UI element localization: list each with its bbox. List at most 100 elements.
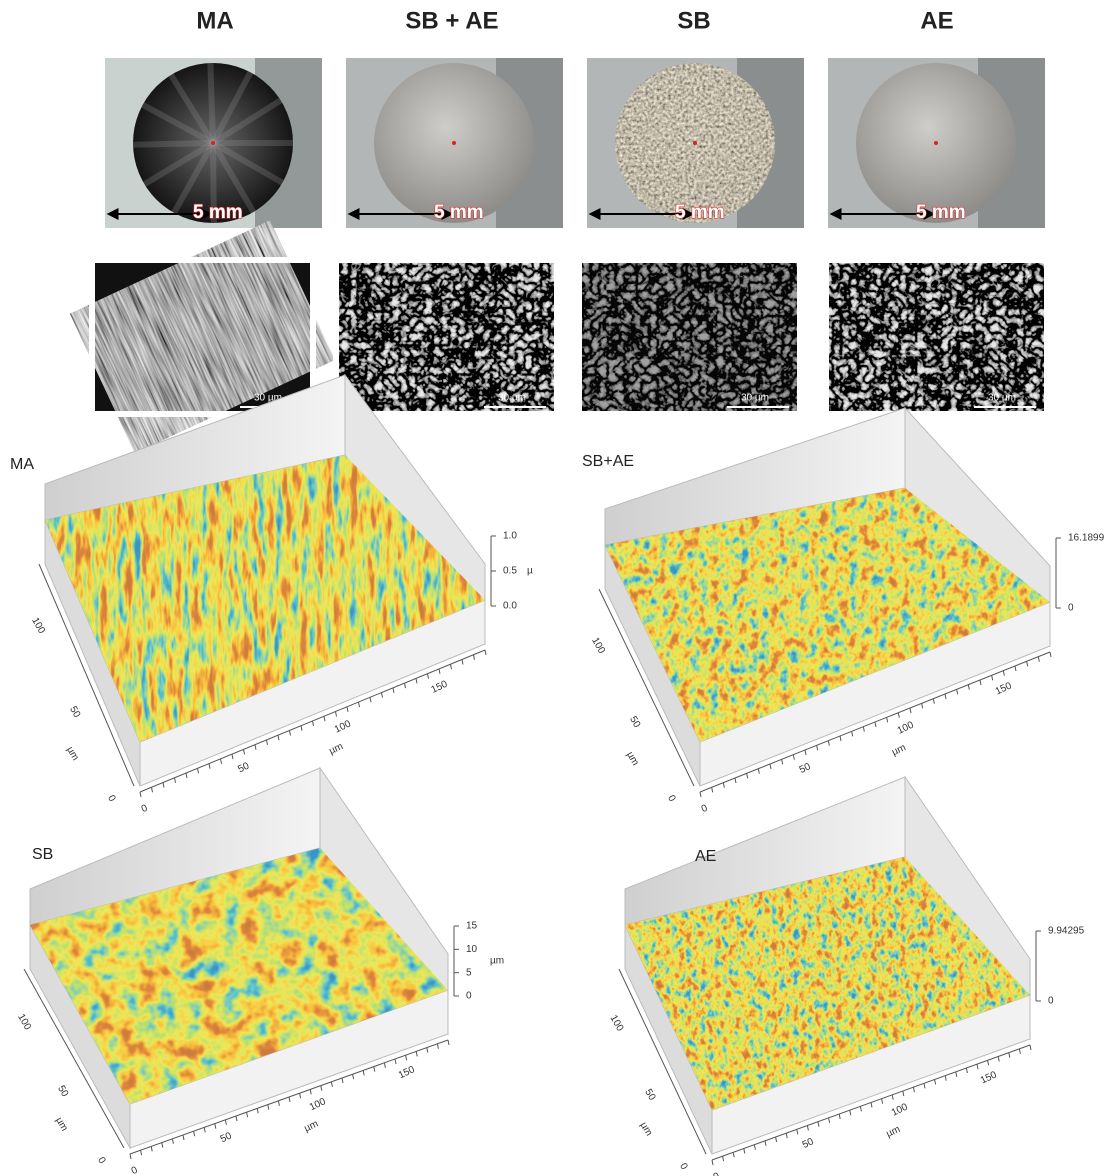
z-tick-label: 5	[466, 967, 472, 978]
x-tick	[797, 1129, 798, 1134]
center-mark	[934, 141, 938, 145]
sample-photo: 5 mm	[828, 58, 1045, 228]
x-tick	[244, 749, 245, 754]
x-tick	[818, 1122, 819, 1127]
x-tick	[448, 1040, 449, 1045]
plot-title: AE	[695, 848, 716, 865]
x-tick	[1009, 1053, 1010, 1058]
x-tick	[956, 1072, 957, 1077]
z-tick-label: 16.1899	[1068, 533, 1105, 544]
x-tick	[723, 783, 724, 788]
x-tick	[887, 717, 888, 722]
x-tick	[1030, 1045, 1031, 1050]
plot-title: SB	[32, 846, 53, 863]
x-tick	[882, 1099, 883, 1104]
y-axis-unit: µm	[53, 1116, 70, 1134]
x-tick	[723, 1156, 724, 1161]
figure: 5 mmMA5 mmSB + AE5 mmSB5 mmAE30 µm30 µm3…	[0, 0, 1112, 1176]
x-tick	[1050, 652, 1051, 657]
x-tick	[374, 1067, 375, 1072]
x-tick	[922, 703, 923, 708]
x-tick	[863, 727, 864, 732]
z-tick-label: 0	[466, 991, 472, 1002]
x-tick	[310, 1089, 311, 1094]
x-tick	[852, 731, 853, 736]
x-tick	[342, 1078, 343, 1083]
x-tick	[839, 1114, 840, 1119]
x-tick-label: 150	[979, 1069, 999, 1086]
sem-texture	[826, 260, 1047, 414]
photo-label: SB + AE	[405, 7, 498, 34]
x-tick	[221, 759, 222, 764]
x-tick	[474, 655, 475, 660]
x-tick	[875, 722, 876, 727]
x-tick	[992, 675, 993, 680]
x-tick-label: 0	[700, 803, 710, 816]
x-tick	[968, 685, 969, 690]
scale-label: 5 mm	[434, 202, 484, 223]
y-tick-label: 0	[677, 1161, 690, 1172]
x-tick	[1019, 1049, 1020, 1054]
x-tick	[321, 1086, 322, 1091]
x-tick	[370, 697, 371, 702]
x-tick-label: 100	[896, 720, 916, 737]
x-tick	[363, 1070, 364, 1075]
sem-scale-label: 30 µm	[741, 393, 769, 404]
scale-label: 5 mm	[916, 202, 966, 223]
x-tick	[204, 1127, 205, 1132]
x-tick	[933, 699, 934, 704]
x-tick	[336, 712, 337, 717]
x-tick	[892, 1095, 893, 1100]
x-tick	[945, 1076, 946, 1081]
x-tick-label: 0	[140, 803, 150, 816]
y-tick-label: 50	[55, 1084, 70, 1100]
x-tick	[236, 1116, 237, 1121]
x-tick	[163, 783, 164, 788]
x-tick	[485, 650, 486, 655]
y-tick-label: 100	[29, 616, 47, 636]
x-tick	[359, 702, 360, 707]
x-tick	[1015, 666, 1016, 671]
x-tick	[290, 730, 291, 735]
disc-sheen	[133, 143, 213, 145]
x-tick	[257, 1108, 258, 1113]
x-tick	[860, 1106, 861, 1111]
x-tick	[793, 755, 794, 760]
y-tick-label: 100	[15, 1012, 33, 1032]
y-tick-label: 0	[105, 793, 118, 804]
x-tick	[331, 1082, 332, 1087]
center-mark	[452, 141, 456, 145]
x-tick	[700, 792, 701, 797]
x-tick	[735, 778, 736, 783]
x-tick	[998, 1057, 999, 1062]
x-tick	[141, 1150, 142, 1155]
sample-photo: 5 mm	[105, 58, 322, 228]
x-tick	[313, 721, 314, 726]
x-tick	[406, 1055, 407, 1060]
y-axis-unit: µm	[64, 745, 81, 763]
x-tick	[437, 1044, 438, 1049]
photo-label: MA	[196, 7, 233, 34]
x-tick	[130, 1154, 131, 1159]
x-tick	[232, 754, 233, 759]
x-tick	[405, 683, 406, 688]
x-tick	[416, 1051, 417, 1056]
x-tick	[765, 1141, 766, 1146]
sem-image: 30 µm	[336, 260, 557, 414]
z-axis-unit: µ	[527, 566, 533, 577]
x-tick	[267, 740, 268, 745]
y-tick-label: 100	[589, 636, 607, 656]
x-tick	[347, 707, 348, 712]
y-tick-label: 50	[67, 705, 82, 721]
y-tick-label: 0	[95, 1155, 108, 1166]
x-axis-unit: µm	[885, 1124, 902, 1140]
x-tick	[209, 764, 210, 769]
photo-label: SB	[677, 7, 710, 34]
x-tick	[289, 1097, 290, 1102]
z-tick-label: 9.94295	[1048, 926, 1085, 937]
y-tick-label: 50	[642, 1087, 657, 1103]
x-tick-label: 150	[397, 1064, 417, 1081]
x-tick	[451, 664, 452, 669]
